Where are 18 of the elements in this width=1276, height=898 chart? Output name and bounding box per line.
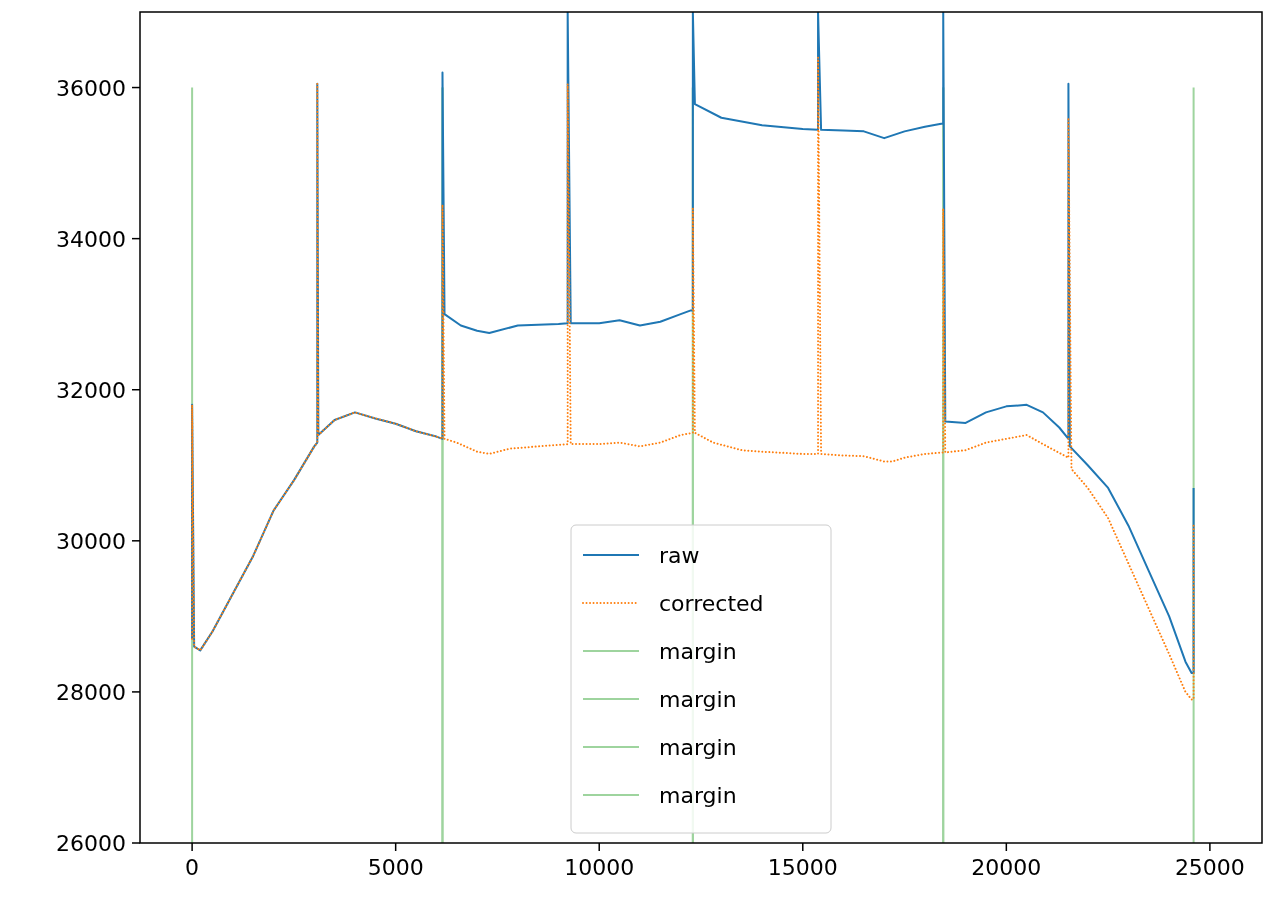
- y-tick-label: 30000: [56, 528, 126, 554]
- x-tick-label: 0: [185, 855, 200, 880]
- x-tick-label: 5000: [367, 855, 424, 880]
- y-tick-label: 34000: [56, 226, 126, 252]
- legend-label: margin: [659, 783, 737, 808]
- x-tick-label: 15000: [767, 855, 838, 880]
- y-tick-label: 32000: [56, 377, 126, 403]
- legend-label: margin: [659, 735, 737, 760]
- x-tick-label: 25000: [1174, 855, 1245, 880]
- y-tick-label: 36000: [56, 75, 126, 101]
- legend-label: raw: [659, 543, 700, 568]
- legend-label: corrected: [659, 591, 764, 616]
- legend-label: margin: [659, 639, 737, 664]
- y-tick-label: 26000: [56, 831, 126, 856]
- legend-label: margin: [659, 687, 737, 712]
- y-tick-label: 28000: [56, 679, 126, 705]
- x-tick-label: 20000: [971, 855, 1042, 880]
- x-tick-label: 10000: [564, 855, 635, 880]
